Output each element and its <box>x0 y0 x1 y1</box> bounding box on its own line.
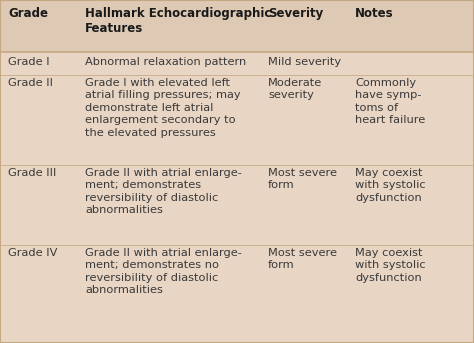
Text: Grade: Grade <box>8 7 48 20</box>
Text: Most severe
form: Most severe form <box>268 168 337 190</box>
Bar <box>0 0 474 52</box>
Text: Moderate
severity: Moderate severity <box>268 78 322 100</box>
Text: Grade II with atrial enlarge-
ment; demonstrates no
reversibility of diastolic
a: Grade II with atrial enlarge- ment; demo… <box>85 248 242 295</box>
Text: Notes: Notes <box>355 7 393 20</box>
Text: May coexist
with systolic
dysfunction: May coexist with systolic dysfunction <box>355 248 426 283</box>
Text: Mild severity: Mild severity <box>268 57 341 67</box>
Text: Commonly
have symp-
toms of
heart failure: Commonly have symp- toms of heart failur… <box>355 78 425 125</box>
Text: Grade II: Grade II <box>8 78 53 88</box>
Text: Abnormal relaxation pattern: Abnormal relaxation pattern <box>85 57 246 67</box>
Text: Grade I with elevated left
atrial filling pressures; may
demonstrate left atrial: Grade I with elevated left atrial fillin… <box>85 78 241 138</box>
Text: Severity: Severity <box>268 7 323 20</box>
Text: Grade IV: Grade IV <box>8 248 57 258</box>
Text: Hallmark Echocardiographic
Features: Hallmark Echocardiographic Features <box>85 7 272 35</box>
Text: May coexist
with systolic
dysfunction: May coexist with systolic dysfunction <box>355 168 426 203</box>
Text: Grade II with atrial enlarge-
ment; demonstrates
reversibility of diastolic
abno: Grade II with atrial enlarge- ment; demo… <box>85 168 242 215</box>
Text: Grade I: Grade I <box>8 57 50 67</box>
Text: Grade III: Grade III <box>8 168 56 178</box>
Text: Most severe
form: Most severe form <box>268 248 337 270</box>
